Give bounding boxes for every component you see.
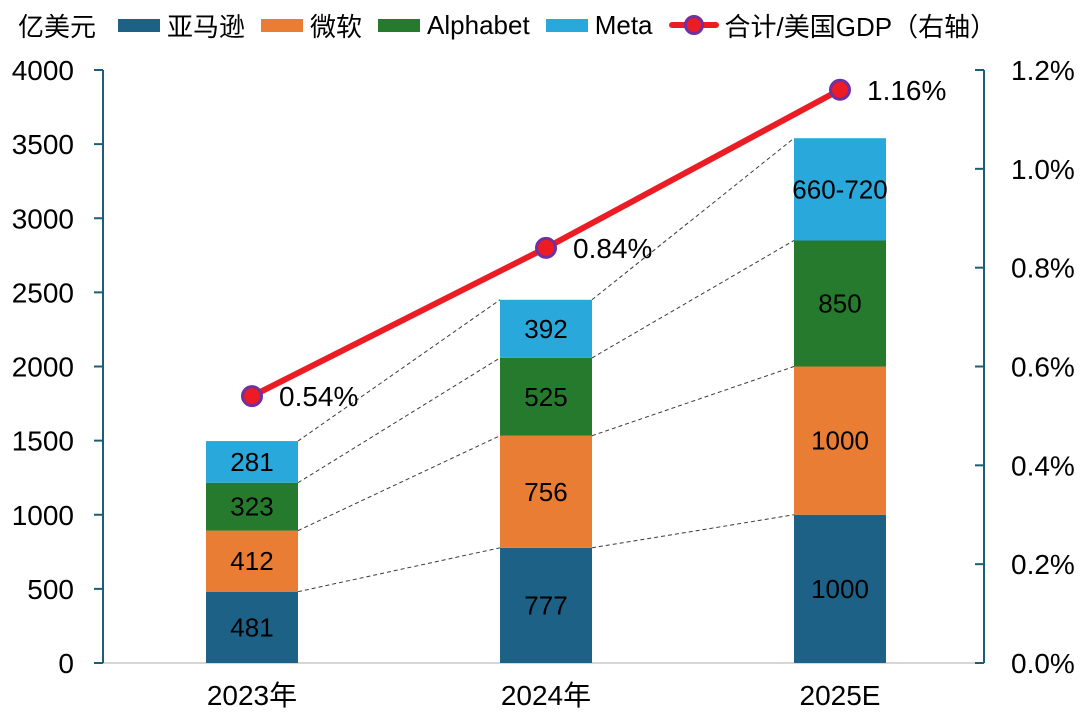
bar-segment-label: 756 [524, 477, 567, 507]
series-connector-line [591, 137, 795, 301]
right-axis-tick-label: 1.0% [1011, 154, 1075, 185]
bar-segment-label: 777 [524, 590, 567, 620]
line-data-label: 0.84% [573, 233, 652, 264]
bar-segment-label: 660-720 [792, 174, 887, 204]
legend-label-meta: Meta [594, 9, 653, 40]
x-axis-category-label: 2023年 [207, 680, 297, 711]
series-connector-line [297, 299, 501, 442]
legend-swatch-amazon [118, 18, 161, 32]
legend-label-total-gdp: 合计/美国GDP（右轴） [724, 11, 997, 42]
y-axis-unit-label: 亿美元 [18, 11, 97, 42]
series-connector-line [591, 240, 795, 359]
legend-label-amazon: 亚马逊 [167, 11, 246, 42]
legend-label-microsoft: 微软 [310, 11, 363, 42]
left-axis-tick-label: 2000 [12, 352, 74, 383]
right-axis-tick-label: 0.2% [1011, 549, 1075, 580]
bar-segment-label: 525 [524, 382, 567, 412]
bar-segment-亚马逊-2023年 [206, 591, 298, 663]
legend-swatch-microsoft [261, 18, 304, 32]
left-axis-tick-label: 0 [58, 648, 74, 679]
legend-marker-dot-icon [683, 15, 704, 35]
bar-segment-微软-2024年 [500, 435, 592, 548]
bar-segment-亚马逊-2025E [794, 514, 886, 663]
right-axis-tick-label: 0.0% [1011, 648, 1075, 679]
bar-segment-微软-2025E [794, 366, 886, 515]
bar-segment-Meta-2023年 [206, 441, 298, 483]
bar-segment-微软-2023年 [206, 530, 298, 592]
bar-segment-label: 323 [230, 492, 273, 522]
left-axis-tick-label: 3500 [12, 129, 74, 160]
line-data-label: 1.16% [867, 75, 946, 106]
x-axis-category-label: 2024年 [501, 680, 591, 711]
bar-segment-Alphabet-2024年 [500, 357, 592, 436]
line-marker [535, 236, 557, 259]
legend-swatch-meta [545, 18, 588, 32]
bar-segment-Meta-2024年 [500, 299, 592, 358]
legend-item-microsoft: 微软 [261, 7, 362, 44]
left-axis-tick-label: 4000 [12, 55, 74, 86]
bar-segment-label: 412 [230, 546, 273, 576]
legend-item-amazon: 亚马逊 [118, 7, 245, 44]
bar-segment-label: 481 [230, 612, 273, 642]
right-axis-tick-label: 0.8% [1011, 253, 1075, 284]
line-marker [241, 385, 263, 408]
left-axis-tick-label: 2500 [12, 277, 74, 308]
left-axis-tick-label: 1000 [12, 500, 74, 531]
legend: 亿美元 亚马逊 微软 Alphabet Meta 合计/美国GDP（右轴） [18, 6, 1012, 44]
legend-item-meta: Meta [545, 9, 653, 41]
bar-segment-label: 281 [230, 447, 273, 477]
line-marker [829, 78, 851, 101]
left-axis-tick-label: 1500 [12, 426, 74, 457]
left-axis-tick-label: 500 [27, 574, 74, 605]
bar-segment-label: 392 [524, 314, 567, 344]
bar-segment-Meta-2025E [794, 138, 886, 241]
series-connector-line [297, 357, 501, 484]
line-data-label: 0.54% [279, 381, 358, 412]
legend-swatch-alphabet [378, 18, 421, 32]
right-axis-tick-label: 1.2% [1011, 55, 1075, 86]
bar-segment-Alphabet-2025E [794, 240, 886, 367]
series-connector-line [297, 547, 501, 593]
bar-segment-label: 850 [818, 288, 861, 318]
bar-segment-label: 1000 [811, 426, 869, 456]
x-axis-category-label: 2025E [800, 680, 881, 711]
bar-segment-label: 1000 [811, 574, 869, 604]
legend-item-alphabet: Alphabet [378, 10, 530, 41]
series-connector-line [591, 514, 795, 549]
legend-label-alphabet: Alphabet [427, 9, 530, 40]
series-connector-line [591, 366, 795, 437]
right-axis-tick-label: 0.6% [1011, 352, 1075, 383]
left-axis-tick-label: 3000 [12, 203, 74, 234]
bar-segment-亚马逊-2024年 [500, 547, 592, 663]
legend-line-marker-icon [668, 14, 719, 36]
bar-segment-Alphabet-2023年 [206, 482, 298, 531]
series-connector-line [297, 435, 501, 532]
right-axis-tick-label: 0.4% [1011, 450, 1075, 481]
legend-item-total-gdp-line: 合计/美国GDP（右轴） [668, 7, 997, 44]
